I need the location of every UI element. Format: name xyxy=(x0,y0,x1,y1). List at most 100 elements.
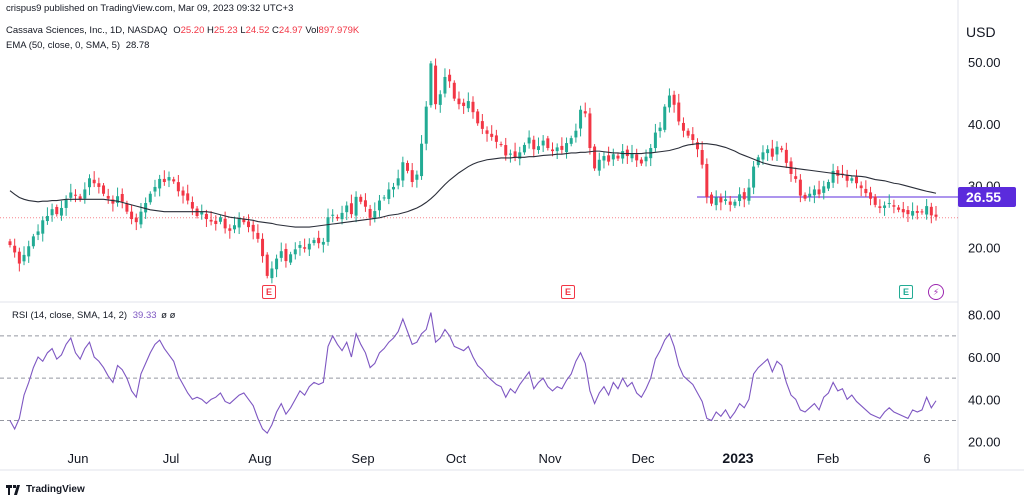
candle[interactable] xyxy=(850,178,854,181)
candle[interactable] xyxy=(284,248,288,262)
candle[interactable] xyxy=(653,132,657,149)
candle[interactable] xyxy=(710,194,714,204)
candle[interactable] xyxy=(218,217,222,222)
candle[interactable] xyxy=(630,153,634,159)
candle[interactable] xyxy=(588,113,592,149)
candle[interactable] xyxy=(658,127,662,132)
candle[interactable] xyxy=(345,205,349,213)
candle[interactable] xyxy=(359,196,363,202)
candle[interactable] xyxy=(625,149,629,157)
candle[interactable] xyxy=(195,208,199,216)
candle[interactable] xyxy=(153,186,157,192)
candle[interactable] xyxy=(429,63,433,106)
candle[interactable] xyxy=(925,206,929,215)
candle[interactable] xyxy=(261,238,265,257)
candle[interactable] xyxy=(457,98,461,105)
candle[interactable] xyxy=(448,74,452,82)
candle[interactable] xyxy=(172,179,176,182)
candle[interactable] xyxy=(148,193,152,203)
candle[interactable] xyxy=(583,111,587,114)
candle[interactable] xyxy=(536,146,540,151)
candle[interactable] xyxy=(761,152,765,160)
candle[interactable] xyxy=(854,176,858,184)
candle[interactable] xyxy=(752,166,756,188)
candle[interactable] xyxy=(186,193,190,201)
candle[interactable] xyxy=(387,189,391,199)
candle[interactable] xyxy=(335,216,339,219)
ema-line[interactable] xyxy=(9,143,937,228)
candle[interactable] xyxy=(597,159,601,171)
candle[interactable] xyxy=(139,211,143,225)
candle[interactable] xyxy=(373,211,377,219)
candle[interactable] xyxy=(494,135,498,142)
candle[interactable] xyxy=(691,134,695,140)
candle[interactable] xyxy=(134,217,138,223)
rsi-line[interactable] xyxy=(9,312,937,435)
candle[interactable] xyxy=(289,254,293,263)
candle[interactable] xyxy=(859,185,863,189)
candle[interactable] xyxy=(466,101,470,109)
candle[interactable] xyxy=(106,195,110,199)
candle[interactable] xyxy=(728,201,732,205)
candle[interactable] xyxy=(635,154,639,161)
candle[interactable] xyxy=(391,186,395,190)
candle[interactable] xyxy=(83,189,87,199)
candle[interactable] xyxy=(270,268,274,279)
candle[interactable] xyxy=(541,140,545,146)
candle[interactable] xyxy=(504,145,508,156)
candle[interactable] xyxy=(644,156,648,162)
candle[interactable] xyxy=(111,199,115,204)
candle[interactable] xyxy=(508,153,512,155)
earnings-upcoming-icon[interactable]: E xyxy=(899,285,913,299)
candle[interactable] xyxy=(73,194,77,196)
candle[interactable] xyxy=(887,203,891,205)
candle[interactable] xyxy=(878,206,882,208)
news-lightning-icon[interactable]: ⚡ xyxy=(928,284,944,300)
candle[interactable] xyxy=(326,217,330,242)
candle[interactable] xyxy=(312,240,316,244)
earnings-icon[interactable]: E xyxy=(262,285,276,299)
candle[interactable] xyxy=(817,189,821,195)
candle[interactable] xyxy=(64,199,68,208)
candle[interactable] xyxy=(471,101,475,113)
candle[interactable] xyxy=(368,208,372,218)
candle[interactable] xyxy=(681,122,685,131)
candle[interactable] xyxy=(265,254,269,276)
candle[interactable] xyxy=(256,232,260,239)
candle[interactable] xyxy=(396,178,400,186)
candle[interactable] xyxy=(602,156,606,161)
candle[interactable] xyxy=(462,102,466,107)
candle[interactable] xyxy=(144,203,148,213)
candle[interactable] xyxy=(775,146,779,155)
candle[interactable] xyxy=(532,139,536,150)
candle[interactable] xyxy=(826,182,830,189)
candle[interactable] xyxy=(377,200,381,211)
candle[interactable] xyxy=(607,155,611,162)
candle[interactable] xyxy=(420,143,424,177)
candle[interactable] xyxy=(434,65,438,105)
candle[interactable] xyxy=(209,219,213,222)
candle[interactable] xyxy=(724,199,728,201)
candle[interactable] xyxy=(125,203,129,212)
candle[interactable] xyxy=(616,155,620,159)
candle[interactable] xyxy=(770,148,774,157)
candle[interactable] xyxy=(307,243,311,250)
candle[interactable] xyxy=(69,192,73,198)
candle[interactable] xyxy=(331,214,335,216)
candle[interactable] xyxy=(831,170,835,183)
candle[interactable] xyxy=(382,197,386,199)
candle[interactable] xyxy=(906,210,910,215)
candle[interactable] xyxy=(733,201,737,206)
candle[interactable] xyxy=(738,194,742,202)
candle[interactable] xyxy=(275,258,279,270)
candle[interactable] xyxy=(228,228,232,231)
candle[interactable] xyxy=(883,205,887,208)
candle[interactable] xyxy=(247,221,251,228)
candle[interactable] xyxy=(565,143,569,153)
candle[interactable] xyxy=(621,151,625,159)
candle[interactable] xyxy=(190,202,194,209)
candle[interactable] xyxy=(822,186,826,193)
candle[interactable] xyxy=(546,138,550,149)
candle[interactable] xyxy=(36,231,40,235)
candle[interactable] xyxy=(695,142,699,150)
